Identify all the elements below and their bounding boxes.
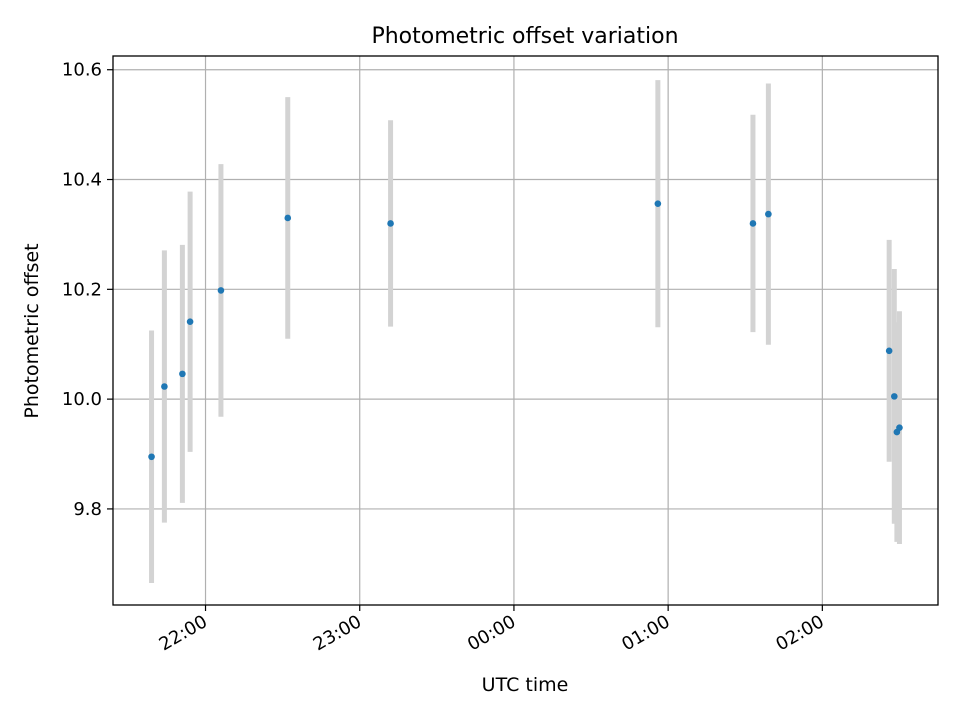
- data-point: [217, 287, 225, 294]
- data-points: [148, 200, 903, 461]
- grid: [113, 56, 938, 605]
- y-axis-label: Photometric offset: [21, 243, 43, 418]
- data-point: [161, 383, 168, 390]
- chart-title: Photometric offset variation: [371, 24, 678, 49]
- y-tick-label: 10.4: [62, 170, 102, 191]
- data-point: [387, 220, 394, 227]
- data-point: [186, 318, 194, 326]
- data-point: [885, 347, 893, 355]
- data-point: [896, 424, 903, 431]
- data-point: [179, 370, 186, 378]
- y-tick-label: 10.2: [62, 279, 102, 300]
- data-point: [891, 393, 898, 400]
- y-tick-label: 10.6: [62, 60, 102, 81]
- x-axis-label: UTC time: [482, 674, 569, 696]
- data-point: [148, 453, 155, 461]
- data-point: [284, 214, 292, 222]
- data-point: [765, 210, 772, 218]
- data-point: [749, 220, 757, 227]
- y-tick-label: 10.0: [62, 389, 102, 410]
- plot-frame: [112, 55, 939, 606]
- data-point: [654, 200, 662, 207]
- y-tick-label: 9.8: [73, 499, 102, 520]
